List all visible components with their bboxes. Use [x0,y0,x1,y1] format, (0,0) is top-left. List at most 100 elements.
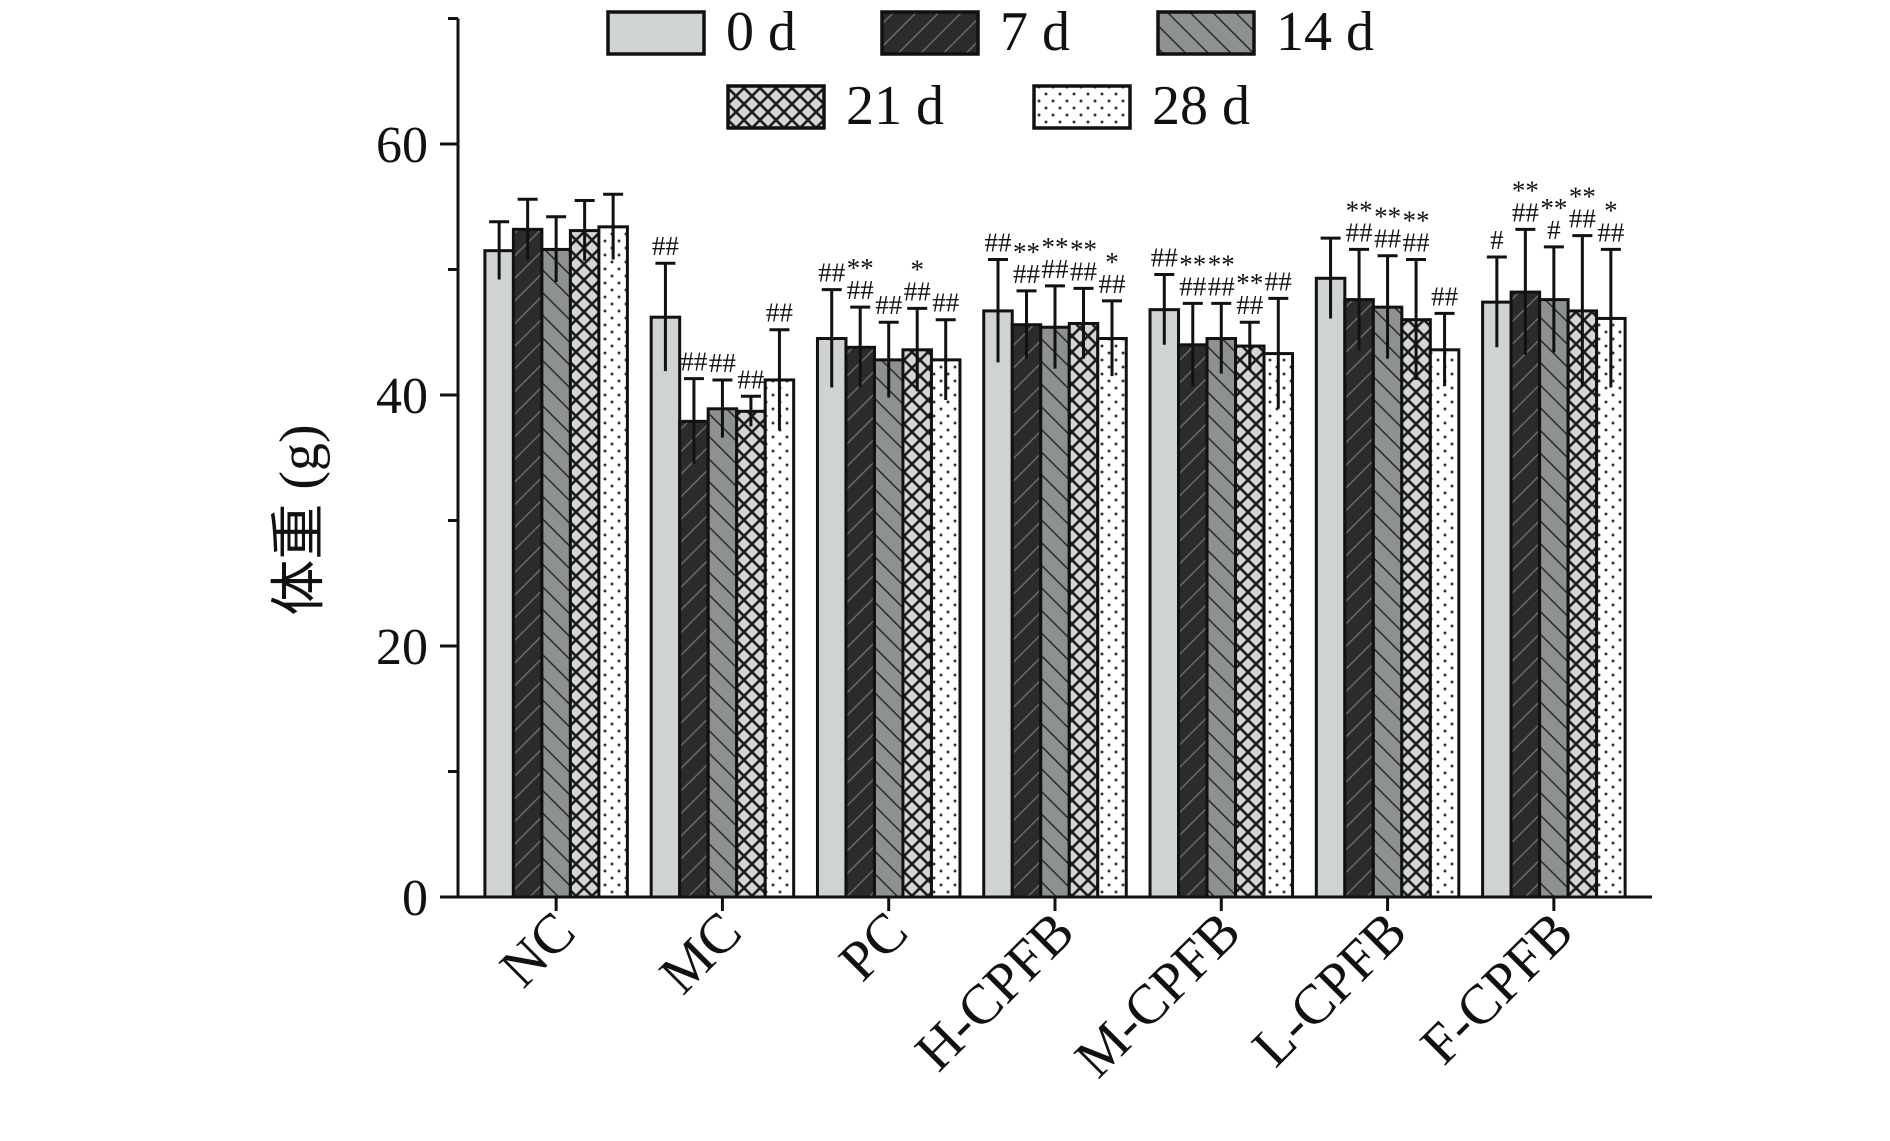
bar-f-cpfb-7d [1509,290,1542,899]
error-bar [655,261,676,372]
x-tick-label: PC [828,900,920,992]
x-tick-label: L-CPFB [1241,900,1419,1078]
significance-marker: ## [985,227,1013,257]
legend-label: 0 d [726,1,796,63]
bar-pc-14d [872,358,905,899]
bar-h-cpfb-7d [1010,323,1043,899]
error-bar [546,215,567,283]
bar-l-cpfb-0d [1314,276,1347,899]
bar-nc-14d [540,247,572,899]
significance-marker: * [910,254,924,284]
bar-l-cpfb-7d [1343,298,1375,899]
legend-label: 21 d [846,75,944,137]
y-tick-label: 60 [376,117,428,174]
significance-marker: * [1604,195,1618,225]
significance-marker: ## [1208,271,1236,301]
x-tick-label: NC [488,900,587,999]
bar-l-cpfb-28d [1428,348,1461,899]
significance-marker: ** [1569,182,1596,212]
error-bar [1154,273,1175,345]
error-bar [489,220,510,280]
error-bar [935,318,956,401]
y-tick-label: 20 [376,619,428,676]
bar-m-cpfb-14d [1205,337,1238,899]
significance-marker: ## [1179,271,1207,301]
legend-swatch [726,84,826,130]
significance-marker: ## [737,364,765,394]
error-bar [517,197,538,260]
significance-marker: ## [904,276,932,306]
significance-marker: ** [1042,232,1069,262]
bar-mc-28d [763,378,796,899]
error-bar [821,288,842,388]
significance-marker: ## [1099,269,1127,299]
error-bar [1182,301,1203,387]
bar-m-cpfb-28d [1262,352,1295,899]
x-tick-label: M-CPFB [1063,900,1252,1089]
y-tick-label: 40 [376,368,428,425]
significance-marker: ## [1013,259,1041,289]
error-bar [1486,255,1507,348]
y-axis-title: 体重 (g) [269,424,331,615]
legend-swatch [880,10,980,56]
error-bar [1377,254,1398,359]
significance-marker: ** [1540,193,1567,223]
error-bar [850,305,871,388]
significance-marker: ** [1346,195,1373,225]
significance-marker: ## [652,231,680,261]
error-bar [1543,245,1564,353]
legend-label: 7 d [1000,1,1070,63]
error-bar [1600,247,1621,388]
bar-m-cpfb-7d [1177,343,1209,899]
bar-h-cpfb-21d [1067,321,1100,899]
bar-f-cpfb-28d [1595,316,1627,899]
error-bar [1045,284,1065,369]
significance-marker: ** [1070,234,1097,264]
error-bar [1572,234,1593,387]
significance-marker: # [1547,215,1561,245]
significance-marker: ## [709,348,737,378]
bar-f-cpfb-21d [1566,309,1599,899]
significance-marker: ## [1151,243,1179,273]
significance-marker: ** [1013,237,1040,267]
legend-swatch [1032,84,1132,130]
bar-pc-28d [929,358,962,899]
significance-marker: ** [1374,202,1401,232]
bar-h-cpfb-14d [1039,325,1071,899]
legend-label: 28 d [1152,75,1250,137]
significance-marker: ## [818,258,846,288]
bar-pc-21d [901,348,933,899]
error-bar [1406,257,1427,380]
bar-h-cpfb-28d [1096,337,1128,899]
bar-h-cpfb-0d [982,309,1014,899]
bar-mc-7d [678,419,710,899]
significance-marker: ** [1403,205,1430,235]
significance-marker: ## [1597,217,1625,247]
error-bar [907,306,928,392]
bar-m-cpfb-0d [1148,308,1181,899]
error-bar [1073,286,1094,359]
bar-nc-21d [568,229,601,899]
significance-marker: # [1490,225,1504,255]
significance-marker: ## [1403,227,1431,257]
legend-label: 14 d [1276,1,1374,63]
bar-nc-28d [597,225,629,899]
bar-f-cpfb-14d [1538,298,1570,899]
x-tick-label: F-CPFB [1409,900,1585,1076]
x-tick-label: MC [648,900,753,1005]
error-bar [1239,320,1260,370]
significance-marker: ** [1208,249,1235,279]
error-bar [1349,247,1370,350]
significance-marker: ## [932,288,960,318]
bar-f-cpfb-0d [1481,300,1513,899]
legend-swatch [1156,10,1256,56]
significance-marker: ## [1512,197,1540,227]
error-bar [769,328,790,431]
significance-marker: ## [1042,254,1070,284]
bar-pc-7d [844,345,876,899]
error-bar [603,192,624,260]
significance-marker: ## [847,275,875,305]
significance-marker: ## [1265,266,1293,296]
bar-l-cpfb-14d [1371,305,1404,899]
